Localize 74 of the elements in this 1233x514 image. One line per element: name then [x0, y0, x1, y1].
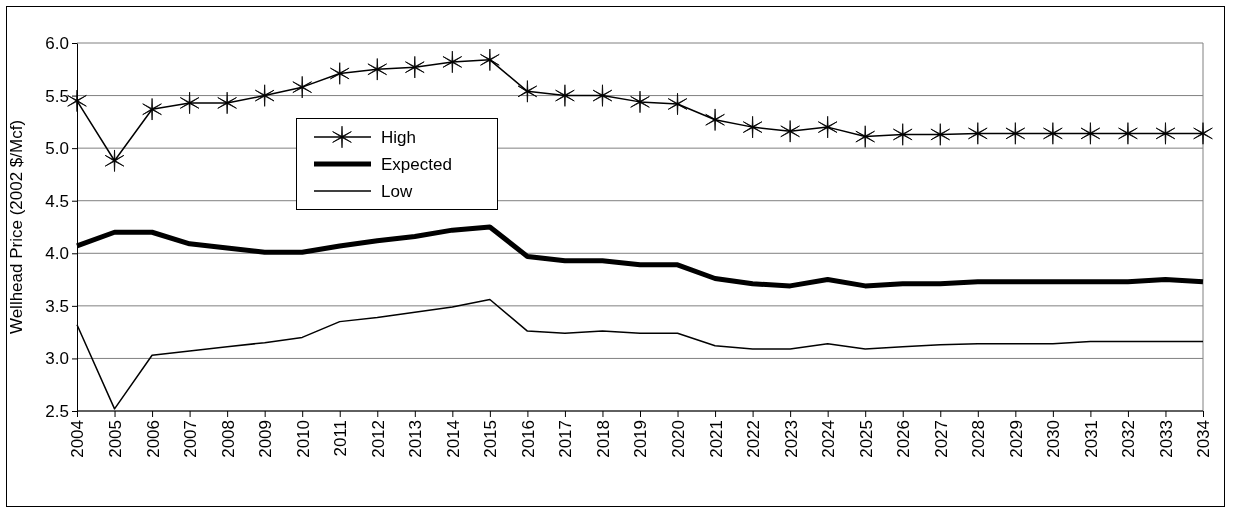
- point: [1118, 122, 1138, 145]
- point: [254, 84, 275, 107]
- x-tick-label: 2006: [143, 420, 163, 458]
- point: [1005, 122, 1026, 145]
- point: [592, 84, 613, 107]
- y-tick-label: 3.0: [45, 349, 69, 369]
- x-tick-label: 2034: [1194, 420, 1214, 458]
- x-tick-label: 2019: [631, 420, 651, 458]
- point: [892, 123, 913, 146]
- x-tick-label: 2024: [819, 420, 839, 458]
- point: [630, 90, 650, 114]
- x-tick-label: 2023: [781, 420, 801, 458]
- y-tick-label: 4.0: [45, 244, 69, 264]
- legend-label: Expected: [381, 154, 452, 174]
- point: [855, 125, 875, 148]
- y-tick-label: 5.0: [45, 139, 69, 159]
- y-tick-label: 6.0: [45, 33, 69, 53]
- x-tick-label: 2011: [331, 420, 351, 457]
- x-tick-label: 2021: [706, 420, 726, 458]
- x-tick-label: 2010: [293, 420, 313, 458]
- point: [1155, 122, 1176, 145]
- y-tick-label: 3.5: [45, 296, 69, 316]
- point: [292, 75, 312, 99]
- point: [817, 115, 838, 139]
- y-axis-title: Wellhead Price (2002 $/Mcf): [7, 119, 26, 335]
- x-tick-label: 2007: [181, 420, 201, 458]
- legend-label: Low: [381, 181, 413, 201]
- point: [517, 80, 538, 103]
- x-tick-label: 2004: [68, 420, 88, 458]
- x-tick-label: 2025: [856, 420, 876, 458]
- x-tick-label: 2005: [105, 420, 125, 458]
- point: [780, 120, 800, 143]
- point: [480, 48, 500, 72]
- point: [104, 149, 125, 172]
- x-tick-label: 2028: [969, 420, 989, 458]
- x-tick-label: 2008: [218, 420, 238, 458]
- point: [179, 91, 200, 115]
- point: [968, 122, 988, 145]
- point: [442, 50, 463, 74]
- x-tick-label: 2018: [593, 420, 613, 458]
- y-tick-label: 2.5: [45, 401, 69, 421]
- x-tick-label: 2026: [894, 420, 914, 458]
- point: [555, 84, 575, 107]
- point: [405, 55, 425, 79]
- x-tick-label: 2020: [668, 420, 688, 458]
- x-tick-label: 2012: [368, 420, 388, 458]
- point: [142, 98, 162, 121]
- x-tick-label: 2032: [1119, 420, 1139, 458]
- point: [329, 62, 350, 85]
- x-tick-label: 2017: [556, 420, 576, 458]
- x-tick-label: 2016: [518, 420, 538, 458]
- y-tick-label: 4.5: [45, 191, 69, 211]
- point: [67, 89, 87, 113]
- point: [1043, 122, 1063, 145]
- x-tick-label: 2029: [1006, 420, 1026, 458]
- point: [1193, 122, 1213, 145]
- point: [742, 115, 763, 139]
- point: [667, 92, 688, 116]
- x-tick-label: 2027: [931, 420, 951, 458]
- point: [367, 58, 388, 81]
- point: [217, 91, 237, 115]
- point: [1080, 122, 1101, 145]
- x-tick-label: 2009: [256, 420, 276, 458]
- point: [930, 123, 951, 146]
- y-tick-label: 5.5: [45, 86, 69, 106]
- legend-label: High: [381, 127, 416, 147]
- point: [705, 108, 725, 131]
- x-tick-label: 2014: [443, 420, 463, 458]
- x-tick-label: 2015: [481, 420, 501, 458]
- x-tick-label: 2031: [1081, 420, 1101, 458]
- x-tick-label: 2013: [406, 420, 426, 458]
- x-tick-label: 2033: [1156, 420, 1176, 458]
- x-tick-label: 2022: [744, 420, 764, 458]
- x-tick-label: 2030: [1044, 420, 1064, 458]
